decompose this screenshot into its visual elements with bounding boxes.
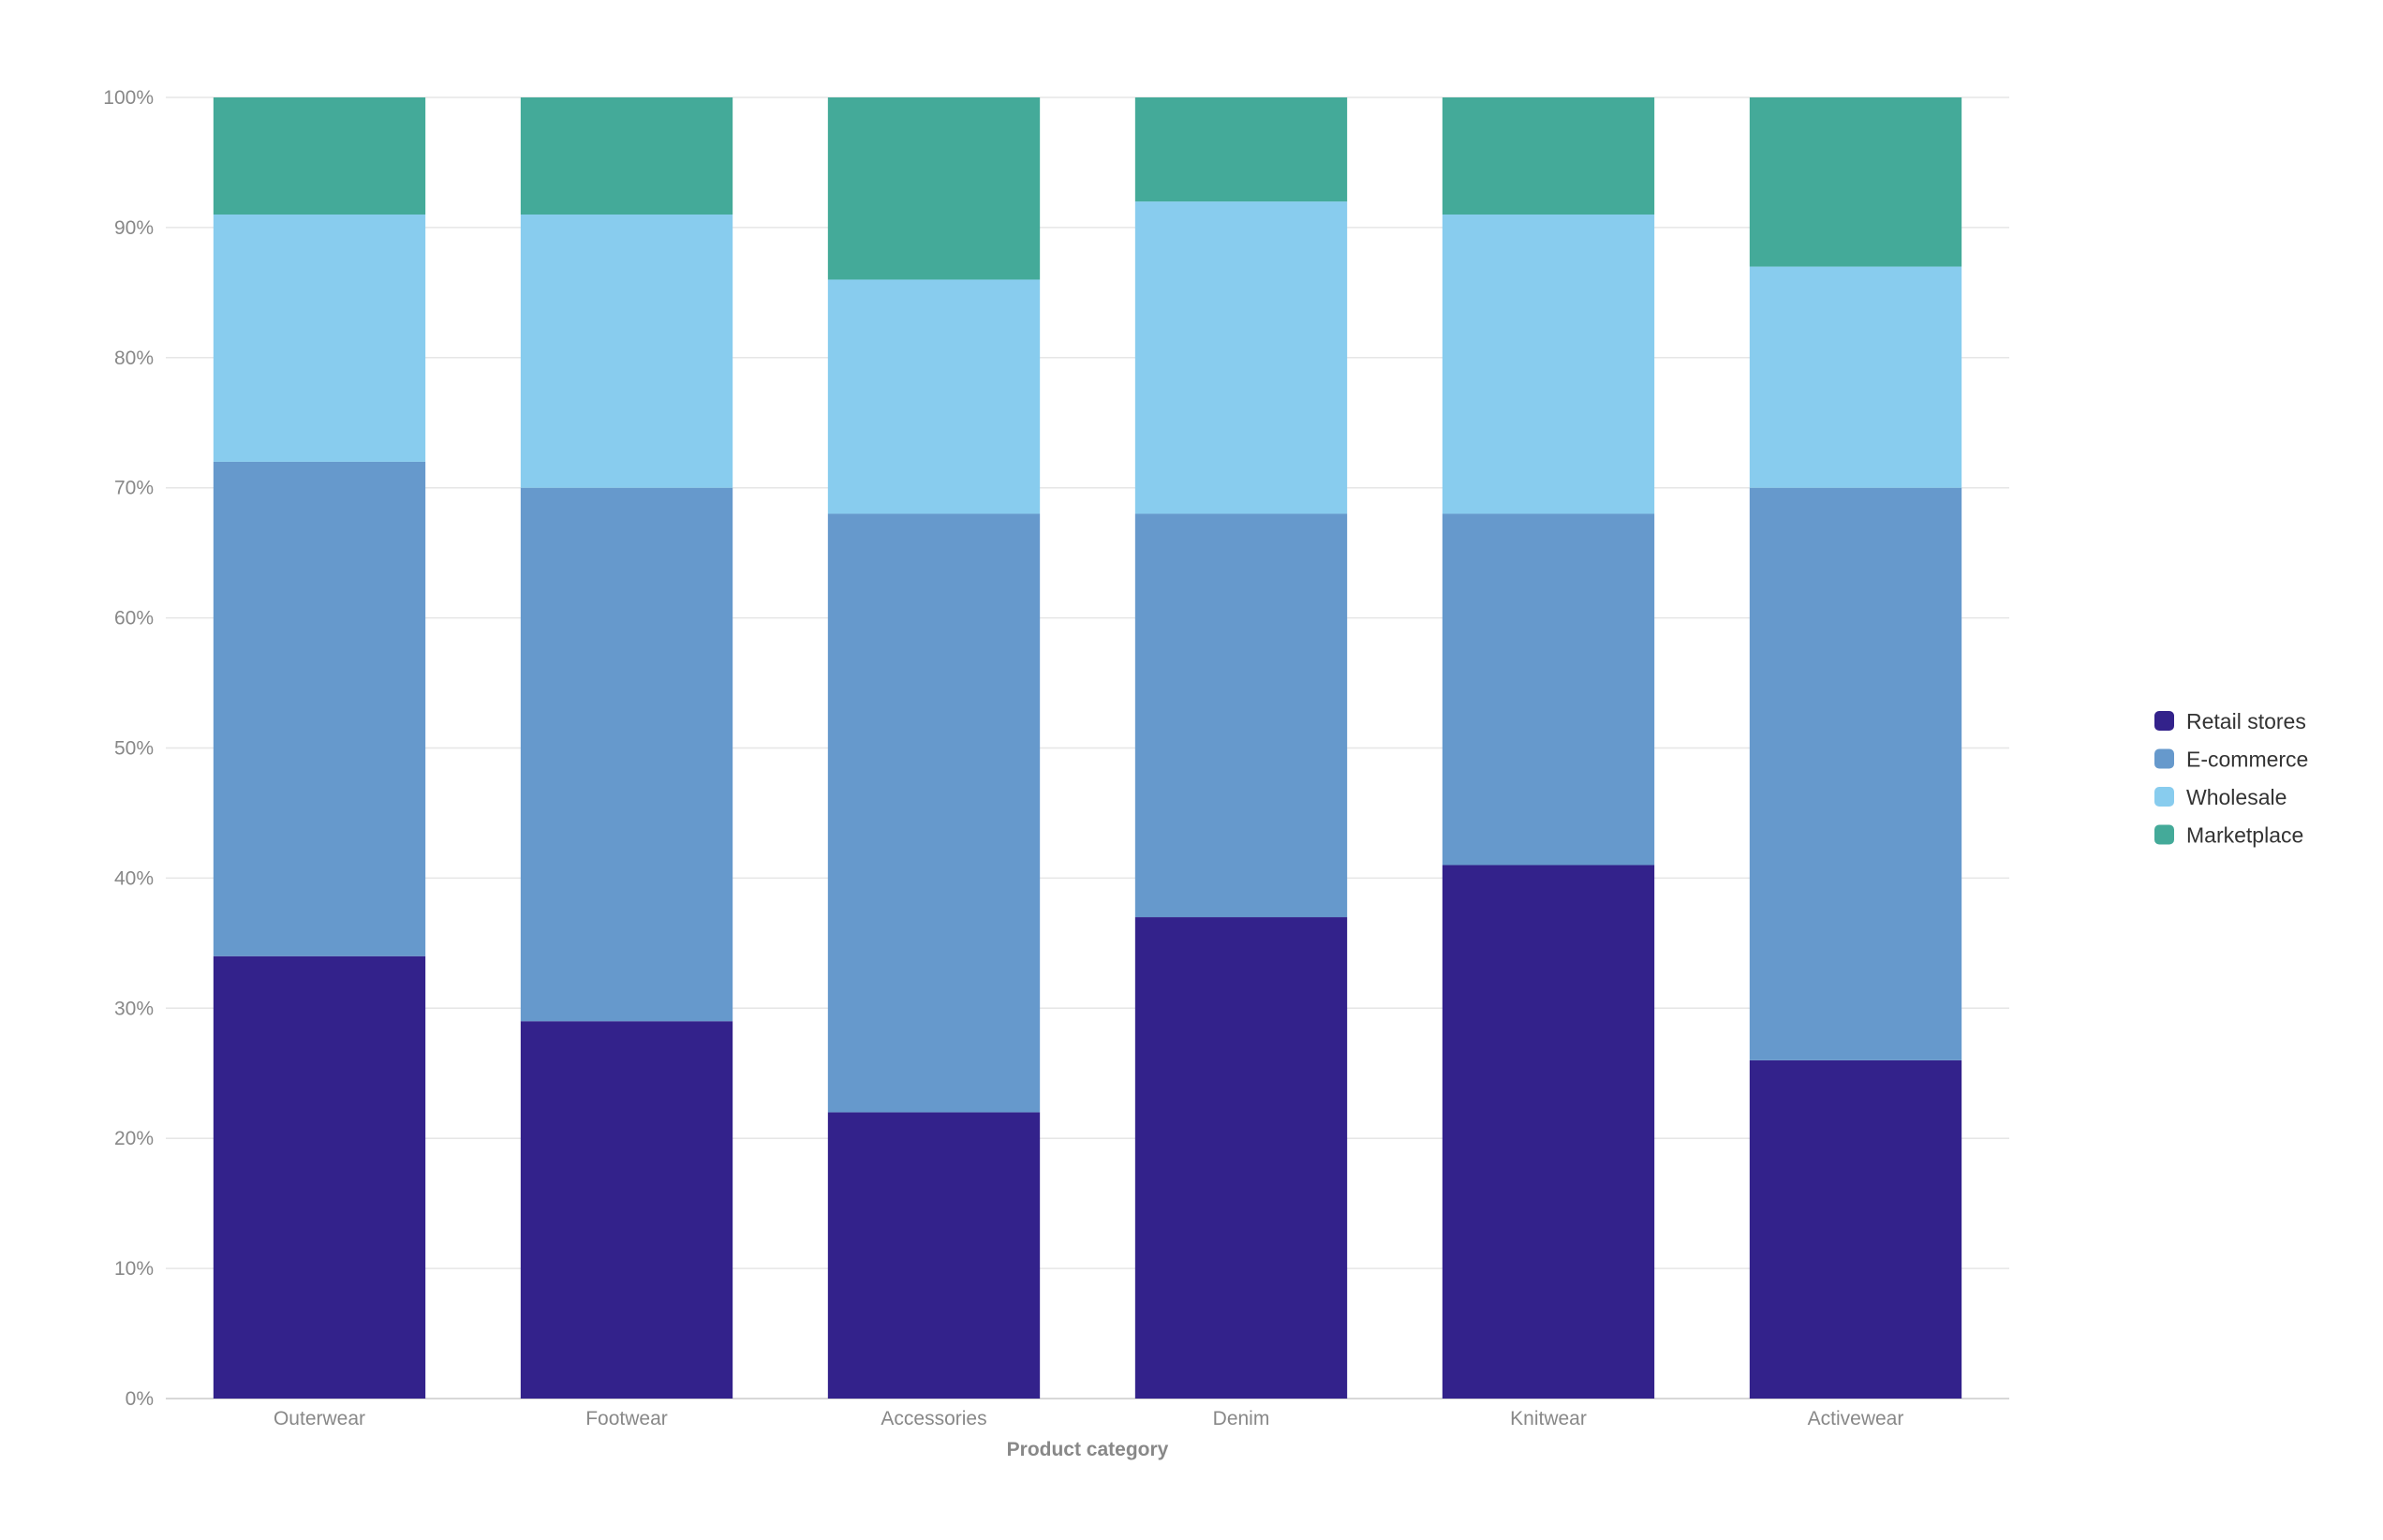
- y-tick-label: 70%: [114, 478, 154, 499]
- x-tick-label: Knitwear: [1510, 1408, 1587, 1429]
- bar-stack[interactable]: [213, 97, 426, 1399]
- legend[interactable]: Retail stores E-commerce Wholesale Marketpl…: [2154, 709, 2308, 848]
- bar-segment[interactable]: [1134, 513, 1348, 918]
- bar-segment[interactable]: [520, 215, 733, 488]
- bar-stack[interactable]: [1442, 97, 1655, 1399]
- y-tick-label: 50%: [114, 738, 154, 760]
- bar-segment[interactable]: [1442, 97, 1655, 215]
- bar-stack[interactable]: [827, 97, 1041, 1399]
- legend-item[interactable]: E-commerce: [2154, 748, 2308, 772]
- legend-item[interactable]: Marketplace: [2154, 823, 2303, 848]
- legend-swatch: [2154, 748, 2174, 769]
- legend-swatch: [2154, 711, 2174, 731]
- bar-segment[interactable]: [1749, 487, 1962, 1060]
- bar-stack[interactable]: [1749, 97, 1962, 1399]
- x-axis-title: Product category: [1007, 1439, 1169, 1460]
- x-tick-label: Outerwear: [274, 1408, 365, 1429]
- bar-segment[interactable]: [1134, 97, 1348, 202]
- bar-segment[interactable]: [1442, 215, 1655, 514]
- bar-stack[interactable]: [520, 97, 733, 1399]
- legend-label: Retail stores: [2186, 709, 2306, 733]
- legend-item[interactable]: Wholesale: [2154, 785, 2287, 809]
- y-tick-label: 100%: [103, 87, 154, 109]
- bar-segment[interactable]: [1134, 917, 1348, 1399]
- bar-segment[interactable]: [213, 97, 426, 215]
- legend-swatch: [2154, 824, 2174, 845]
- x-tick-label: Activewear: [1808, 1408, 1904, 1429]
- x-axis-ticks: Outerwear Footwear Accessories Denim Knitwea…: [274, 1408, 1903, 1429]
- y-tick-label: 0%: [126, 1388, 154, 1410]
- legend-label: Wholesale: [2186, 785, 2287, 809]
- y-tick-label: 30%: [114, 998, 154, 1019]
- bar-segment[interactable]: [520, 487, 733, 1022]
- y-tick-label: 40%: [114, 867, 154, 889]
- y-tick-label: 80%: [114, 348, 154, 369]
- y-tick-label: 90%: [114, 217, 154, 239]
- y-tick-label: 10%: [114, 1258, 154, 1280]
- y-tick-label: 60%: [114, 608, 154, 629]
- y-tick-label: 20%: [114, 1128, 154, 1149]
- x-tick-label: Denim: [1213, 1408, 1270, 1429]
- x-tick-label: Accessories: [881, 1408, 986, 1429]
- bar-segment[interactable]: [213, 461, 426, 956]
- bar-segment[interactable]: [520, 97, 733, 215]
- bar-segment[interactable]: [827, 279, 1041, 514]
- bar-segment[interactable]: [827, 97, 1041, 280]
- legend-item[interactable]: Retail stores: [2154, 709, 2306, 733]
- bar-segment[interactable]: [520, 1021, 733, 1399]
- bar-segment[interactable]: [1749, 1059, 1962, 1399]
- bar-segment[interactable]: [1749, 97, 1962, 267]
- bar-segment[interactable]: [1134, 201, 1348, 514]
- gridlines: [166, 96, 2009, 1399]
- legend-swatch: [2154, 787, 2174, 807]
- legend-label: E-commerce: [2186, 748, 2308, 772]
- bar-segment[interactable]: [213, 955, 426, 1399]
- legend-label: Marketplace: [2186, 823, 2303, 848]
- bar-segment[interactable]: [827, 1112, 1041, 1399]
- bars: [213, 97, 1962, 1399]
- bar-segment[interactable]: [1749, 266, 1962, 488]
- y-axis-ticks: 0% 10% 20% 30% 40% 50% 60% 70% 80% 90% 100%: [103, 87, 154, 1410]
- bar-segment[interactable]: [827, 513, 1041, 1113]
- bar-stack[interactable]: [1134, 97, 1348, 1399]
- bar-segment[interactable]: [213, 215, 426, 462]
- x-tick-label: Footwear: [585, 1408, 668, 1429]
- bar-segment[interactable]: [1442, 865, 1655, 1399]
- bar-segment[interactable]: [1442, 513, 1655, 866]
